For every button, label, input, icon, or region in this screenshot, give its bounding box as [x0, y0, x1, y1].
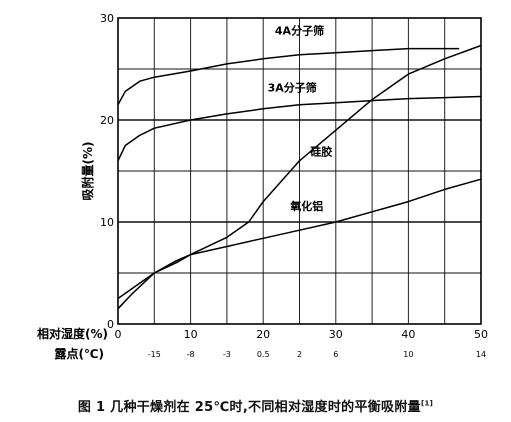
y-tick-label: 0	[107, 318, 114, 331]
series-line-2	[117, 95, 482, 162]
series-line-4	[117, 178, 482, 310]
x-tick-label: 0	[115, 328, 122, 341]
y-tick-label: 30	[100, 12, 114, 25]
dewpoint-tick-label: 2	[297, 350, 302, 359]
dewpoint-tick-label: 0.5	[257, 350, 270, 359]
y-axis-label: 吸附量(%)	[80, 142, 95, 201]
dewpoint-tick-label: -15	[148, 350, 161, 359]
x-tick-label: 10	[184, 328, 198, 341]
series-line-1	[117, 47, 460, 106]
figure-caption: 图 1 几种干燥剂在 25℃时,不同相对湿度时的平衡吸附量[1]	[0, 396, 511, 415]
x-axis-label: 相对湿度(%)	[37, 326, 108, 341]
series-label-1: 4A分子筛	[275, 23, 324, 37]
caption-ref: [1]	[420, 399, 434, 408]
y-tick-label: 20	[100, 114, 114, 127]
dewpoint-tick-label: -8	[187, 350, 195, 359]
plot-frame	[117, 17, 482, 325]
series-label-2: 3A分子筛	[268, 80, 317, 94]
x2-axis-label: 露点(℃)	[54, 346, 104, 361]
dewpoint-tick-label: 10	[403, 350, 413, 359]
series-label-3: 硅胶	[310, 145, 332, 159]
adsorption-chart: 0 10 20 30 0 10 20 30 40 50 -15 -8 -3 0.5 2 6 10 14 吸附量(%)…	[37, 12, 488, 361]
dewpoint-tick-label: -3	[223, 350, 231, 359]
x-tick-label: 20	[256, 328, 270, 341]
dewpoint-tick-label: 6	[333, 350, 338, 359]
x-tick-label: 40	[401, 328, 415, 341]
series-label-4: 氧化铝	[289, 199, 323, 213]
x-tick-label: 30	[329, 328, 343, 341]
x-tick-label: 50	[474, 328, 488, 341]
caption-text: 图 1 几种干燥剂在 25℃时,不同相对湿度时的平衡吸附量	[77, 400, 421, 415]
y-tick-label: 10	[100, 216, 114, 229]
dewpoint-tick-label: 14	[476, 350, 486, 359]
